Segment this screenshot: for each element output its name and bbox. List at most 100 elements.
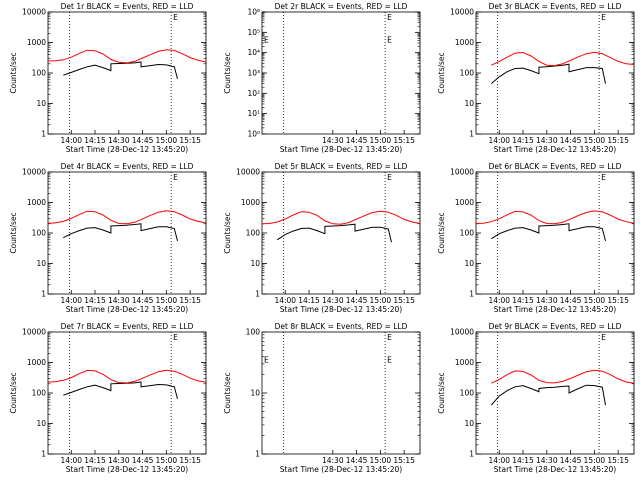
x-tick-label: 14:30 [108, 456, 130, 465]
y-axis-label: Counts/sec [9, 372, 18, 413]
x-tick-label: 14:45 [346, 136, 368, 145]
chart-panel-5: Det 5r BLACK = Events, RED = LLD 1 10 100 10… [223, 162, 421, 314]
x-tick-label: 15:00 [370, 296, 392, 305]
plot-frame [47, 331, 207, 455]
series-line-events [63, 223, 178, 242]
y-tick-label: 1 [255, 450, 260, 459]
x-tick-label: 15:15 [607, 456, 629, 465]
bracket-marker: E [601, 173, 606, 182]
y-tick-label: 100 [32, 229, 47, 238]
plot-frame [261, 331, 421, 455]
y-tick-label: 1000 [27, 198, 46, 207]
y-tick-label: 10000 [22, 168, 46, 177]
x-tick-label: 15:00 [584, 296, 606, 305]
y-tick-label: 1 [469, 290, 474, 299]
chart-panel-2: Det 2r BLACK = Events, RED = LLD 10⁰ 10¹ 10… [223, 2, 421, 154]
plot-frame [261, 171, 421, 295]
x-axis-label: Start Time (28-Dec-12 13:45:20) [494, 145, 616, 154]
chart-title: Det 3r BLACK = Events, RED = LLD [489, 2, 622, 11]
y-tick-label: 1000 [241, 198, 260, 207]
series-line-events [491, 223, 606, 242]
y-tick-label: 1000 [455, 358, 474, 367]
chart-panel-9: Det 9r BLACK = Events, RED = LLD 1 10 100 10… [437, 322, 635, 474]
chart-title: Det 7r BLACK = Events, RED = LLD [61, 322, 194, 331]
x-tick-label: 14:00 [488, 296, 510, 305]
y-tick-label: 100 [246, 328, 261, 337]
x-tick-label: 14:45 [560, 296, 582, 305]
x-tick-label: 14:30 [108, 296, 130, 305]
y-tick-label: 10000 [450, 168, 474, 177]
bracket-marker: E [387, 356, 392, 365]
y-axis-label: Counts/sec [9, 52, 18, 93]
x-tick-label: 14:15 [512, 296, 534, 305]
bracket-marker: E [387, 36, 392, 45]
plot-frame [475, 11, 635, 135]
chart-title: Det 2r BLACK = Events, RED = LLD [275, 2, 408, 11]
x-axis-label: Start Time (28-Dec-12 13:45:20) [280, 465, 402, 474]
y-tick-label: 10⁶ [247, 8, 260, 17]
bracket-marker: E [173, 13, 178, 22]
x-tick-label: 14:15 [84, 296, 106, 305]
series-line-events [277, 223, 392, 243]
x-axis-label: Start Time (28-Dec-12 13:45:20) [494, 305, 616, 314]
x-tick-label: 15:00 [584, 456, 606, 465]
chart-title: Det 8r BLACK = Events, RED = LLD [275, 322, 408, 331]
y-tick-label: 1000 [455, 198, 474, 207]
x-tick-label: 14:45 [132, 456, 154, 465]
x-axis-label: Start Time (28-Dec-12 13:45:20) [66, 465, 188, 474]
y-tick-label: 1 [469, 450, 474, 459]
x-tick-label: 14:15 [298, 296, 320, 305]
y-axis-label: Counts/sec [9, 212, 18, 253]
plot-frame [261, 11, 421, 135]
y-tick-label: 1000 [27, 38, 46, 47]
y-axis-label: Counts/sec [223, 372, 232, 413]
x-tick-label: 14:30 [322, 136, 344, 145]
y-axis-label: Counts/sec [437, 212, 446, 253]
y-tick-label: 1 [41, 290, 46, 299]
y-tick-label: 100 [460, 389, 475, 398]
y-tick-label: 1 [255, 290, 260, 299]
x-tick-label: 15:00 [156, 456, 178, 465]
bracket-marker: E [264, 36, 269, 45]
chart-title: Det 4r BLACK = Events, RED = LLD [61, 162, 194, 171]
y-tick-label: 10 [464, 259, 474, 268]
y-tick-label: 1000 [455, 38, 474, 47]
x-tick-label: 14:45 [132, 296, 154, 305]
x-tick-label: 14:00 [60, 456, 82, 465]
x-tick-label: 14:15 [512, 456, 534, 465]
x-tick-label: 14:30 [322, 296, 344, 305]
y-tick-label: 10 [36, 419, 46, 428]
bracket-marker: E [264, 356, 269, 365]
x-tick-label: 15:00 [370, 456, 392, 465]
chart-title: Det 1r BLACK = Events, RED = LLD [61, 2, 194, 11]
y-tick-label: 10⁴ [247, 48, 260, 57]
y-tick-label: 100 [460, 69, 475, 78]
x-axis-label: Start Time (28-Dec-12 13:45:20) [66, 305, 188, 314]
x-tick-label: 15:15 [393, 296, 415, 305]
y-tick-label: 10 [250, 389, 260, 398]
y-tick-label: 100 [32, 69, 47, 78]
x-tick-label: 15:00 [584, 136, 606, 145]
x-axis-label: Start Time (28-Dec-12 13:45:20) [280, 145, 402, 154]
x-tick-label: 15:15 [393, 456, 415, 465]
series-line-events [63, 61, 178, 79]
x-tick-label: 15:15 [393, 136, 415, 145]
y-tick-label: 10³ [247, 69, 260, 78]
series-line-lld [475, 210, 635, 225]
y-axis-label: Counts/sec [437, 372, 446, 413]
y-tick-label: 10000 [22, 8, 46, 17]
series-line-lld [261, 210, 421, 225]
y-tick-label: 1 [41, 130, 46, 139]
x-tick-label: 14:45 [560, 136, 582, 145]
plot-frame [475, 171, 635, 295]
bracket-marker: E [173, 173, 178, 182]
y-tick-label: 100 [246, 229, 261, 238]
bracket-marker: E [387, 333, 392, 342]
chart-title: Det 6r BLACK = Events, RED = LLD [489, 162, 622, 171]
plot-frame [475, 331, 635, 455]
chart-title: Det 5r BLACK = Events, RED = LLD [275, 162, 408, 171]
y-axis-label: Counts/sec [437, 52, 446, 93]
x-tick-label: 14:45 [346, 456, 368, 465]
series-line-lld [48, 49, 207, 64]
chart-panel-4: Det 4r BLACK = Events, RED = LLD 1 10 100 10… [9, 162, 207, 314]
